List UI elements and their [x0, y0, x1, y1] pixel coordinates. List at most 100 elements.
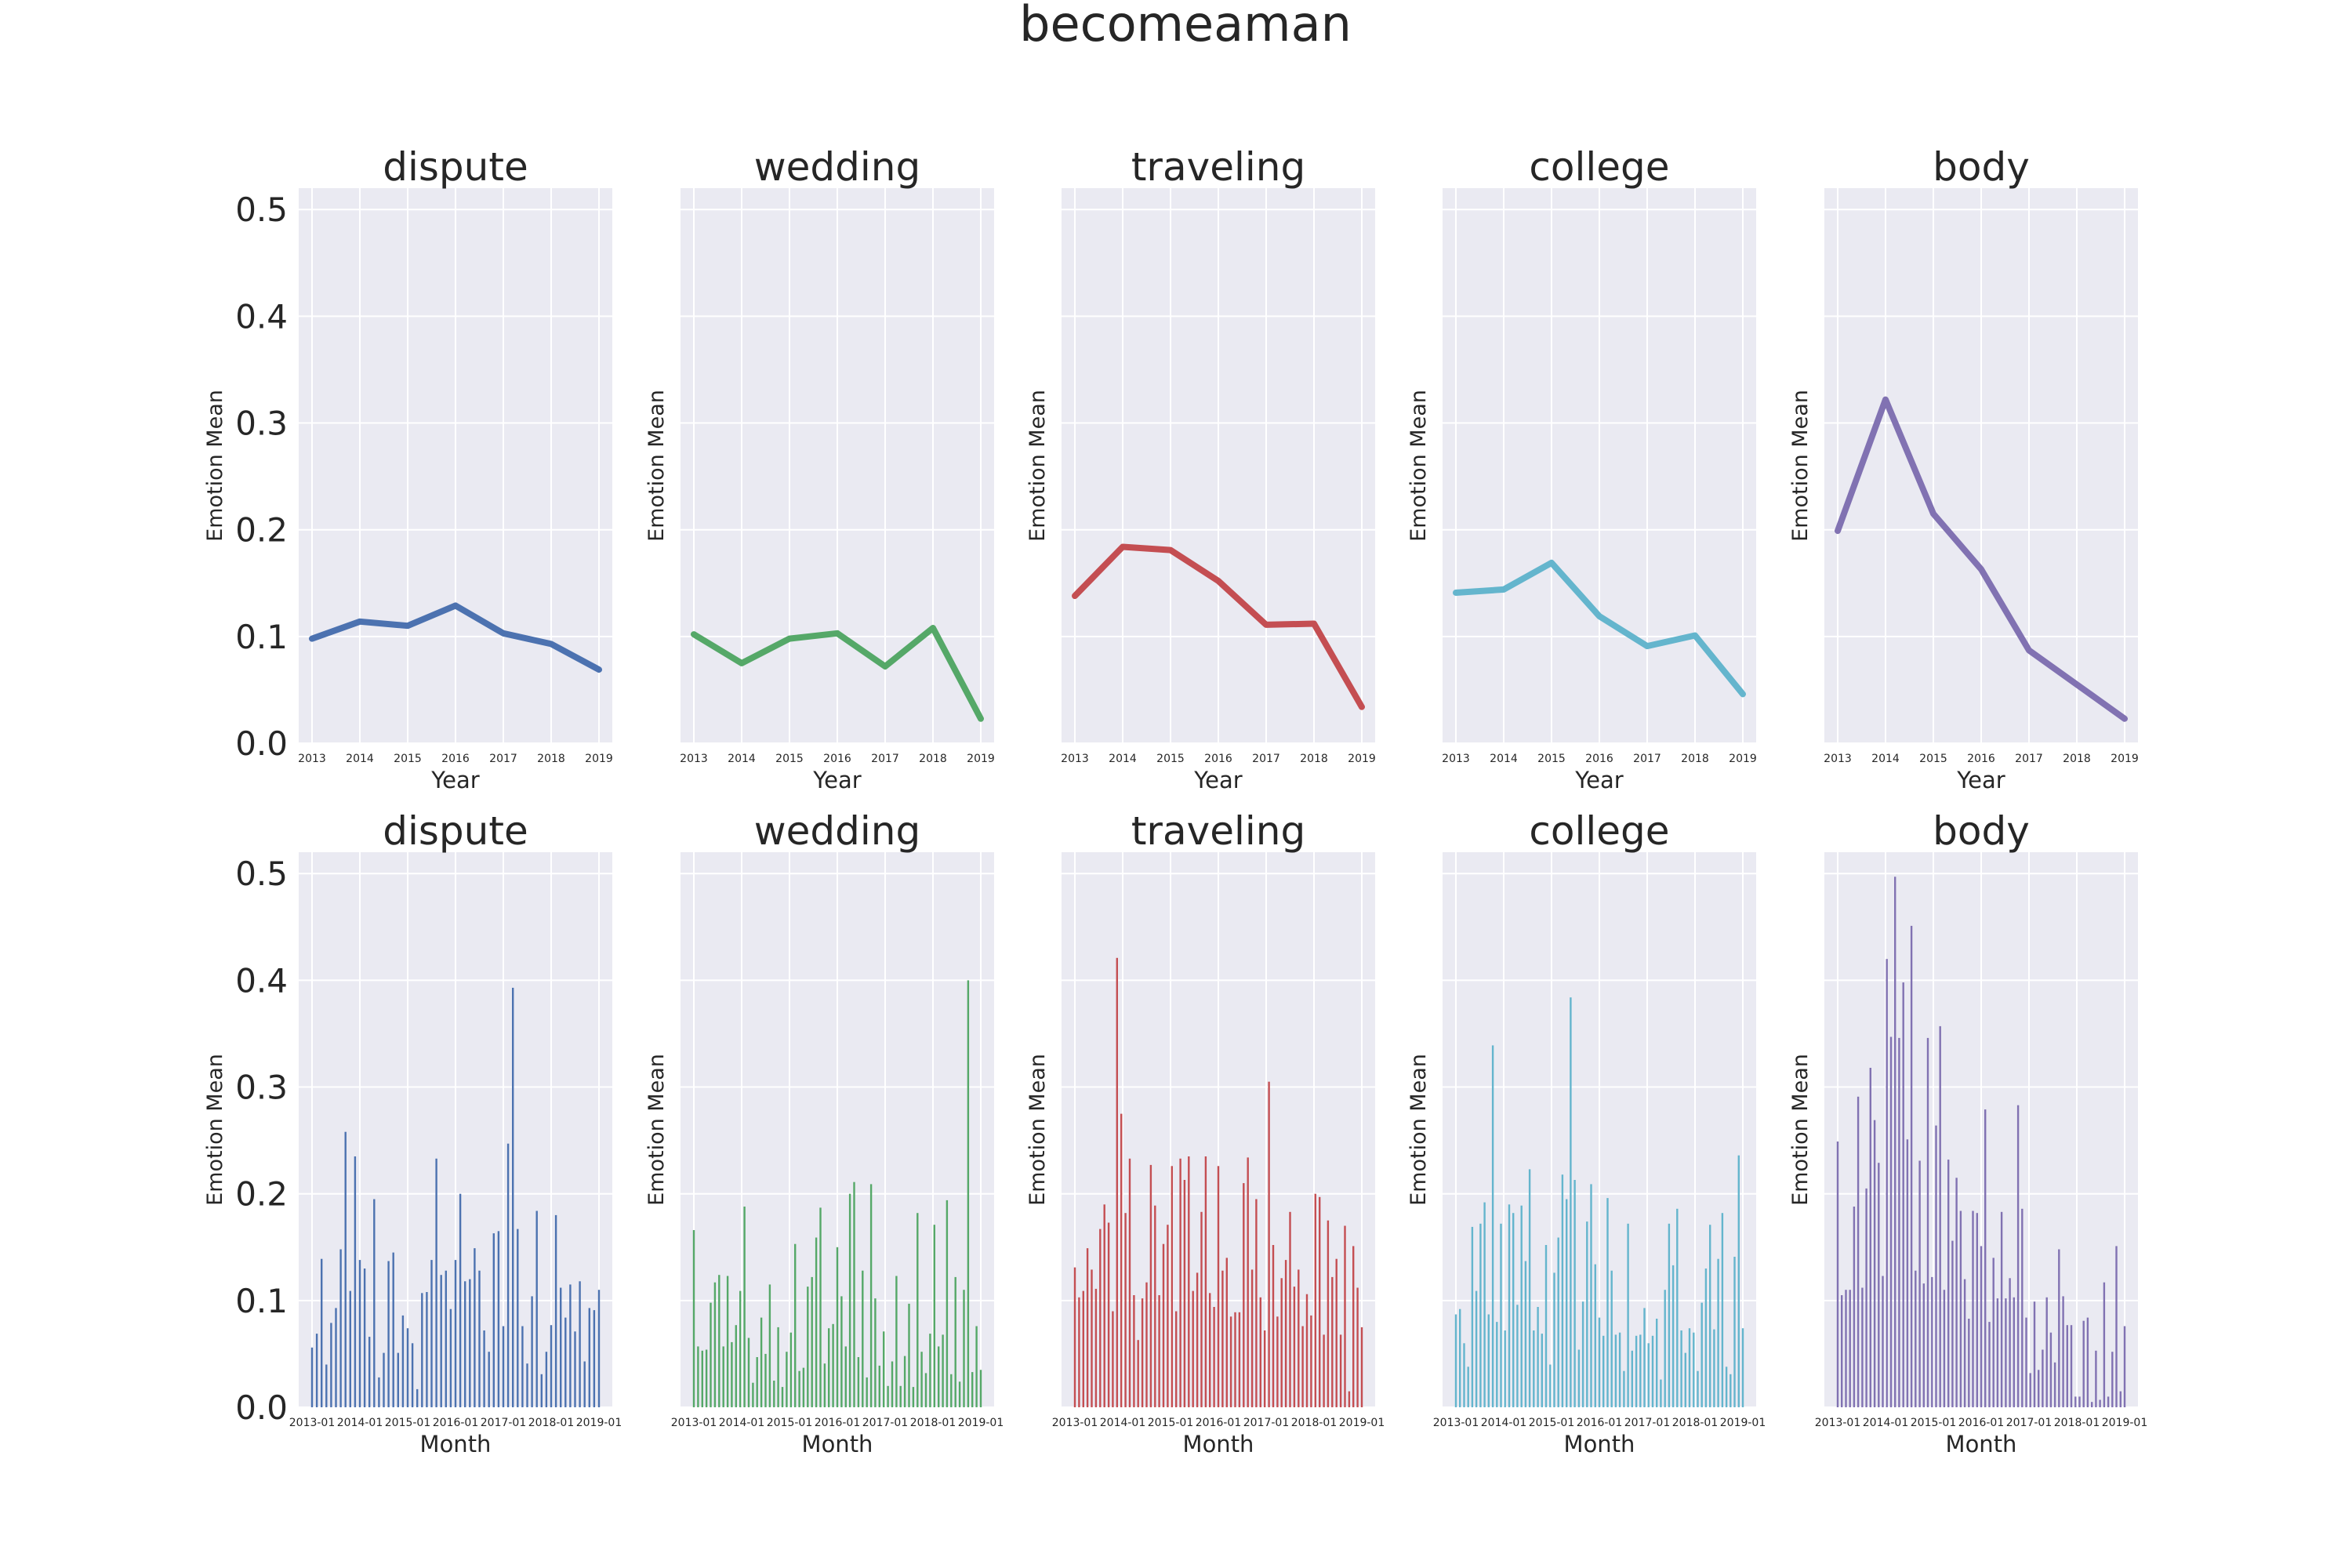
bar: [502, 1326, 505, 1407]
bar: [1188, 1156, 1190, 1407]
bar: [2107, 1396, 2110, 1407]
bar: [2042, 1349, 2044, 1407]
bar: [1717, 1258, 1719, 1407]
bar: [1078, 1297, 1080, 1407]
bar: [1627, 1223, 1629, 1407]
bar: [560, 1287, 562, 1407]
bar: [416, 1388, 419, 1407]
bar: [1255, 1199, 1258, 1407]
bar: [1725, 1367, 1728, 1407]
bar: [1167, 1225, 1169, 1407]
y-axis-label: Emotion Mean: [1788, 390, 1813, 542]
x-tick-label: 2015: [1919, 753, 1947, 765]
panel-monthly-body: body Emotion Mean Month 2013-01 2014-01 2015-…: [1788, 808, 2147, 1457]
bar: [325, 1364, 328, 1407]
bar: [1305, 1294, 1308, 1407]
bar: [1454, 1314, 1457, 1407]
bar: [768, 1284, 771, 1407]
bar: [483, 1330, 485, 1407]
panel-monthly-dispute: 0.0 0.1 0.2 0.3 0.4 0.5 dispute Emotion Mean Mon…: [203, 808, 622, 1457]
bar: [979, 1370, 982, 1407]
bar: [1943, 1290, 1946, 1407]
bar: [878, 1365, 880, 1407]
bar: [823, 1363, 826, 1407]
bar: [321, 1258, 323, 1407]
panel-title: college: [1529, 144, 1669, 190]
bar: [1610, 1270, 1613, 1407]
bar: [392, 1252, 394, 1407]
bar: [1209, 1293, 1211, 1407]
bar: [1213, 1307, 1215, 1407]
bar: [713, 1282, 717, 1407]
bar: [1508, 1204, 1511, 1407]
bar: [1614, 1334, 1617, 1407]
bar: [1972, 1210, 1974, 1407]
bar: [1951, 1240, 1954, 1407]
x-tick-label: 2017: [1633, 753, 1661, 765]
bar: [2066, 1325, 2068, 1407]
bar: [1926, 1037, 1929, 1407]
x-tick-label: 2016-01: [1958, 1417, 2005, 1429]
bar: [330, 1323, 332, 1407]
bar: [1671, 1265, 1675, 1407]
bar: [722, 1346, 724, 1407]
x-tick-label: 2017-01: [2006, 1417, 2053, 1429]
bar: [1463, 1343, 1465, 1407]
y-tick-label: 0.3: [235, 405, 288, 443]
bar: [2091, 1402, 2093, 1407]
panel-title: college: [1529, 808, 1669, 854]
bar: [1091, 1269, 1093, 1407]
x-tick-label: 2018: [537, 753, 565, 765]
bar: [1618, 1332, 1621, 1407]
y-tick-label: 0.3: [235, 1069, 288, 1107]
bar: [862, 1270, 864, 1407]
x-tick-label: 2014-01: [1481, 1417, 1527, 1429]
bar: [975, 1326, 978, 1407]
bar: [1836, 1142, 1839, 1407]
bar: [1713, 1329, 1715, 1407]
bar: [1280, 1278, 1283, 1407]
y-axis-label: Emotion Mean: [203, 1054, 227, 1206]
bar: [883, 1331, 885, 1407]
bar: [1301, 1326, 1304, 1407]
bar: [440, 1275, 442, 1407]
y-axis-label: Emotion Mean: [1406, 390, 1431, 542]
bar: [454, 1260, 457, 1407]
bar: [1700, 1302, 1703, 1407]
bar: [1553, 1272, 1555, 1407]
bar: [819, 1207, 822, 1407]
bar: [1623, 1370, 1625, 1407]
bar: [1520, 1205, 1523, 1407]
bar: [2021, 1208, 2024, 1407]
x-tick-label: 2015-01: [1911, 1417, 1957, 1429]
x-tick-label: 2016: [1204, 753, 1232, 765]
y-tick-label: 0.1: [235, 1282, 288, 1320]
x-tick-label: 2014-01: [1863, 1417, 1909, 1429]
bar: [1107, 1222, 1110, 1407]
bar: [2078, 1396, 2081, 1407]
x-tick-label: 2013-01: [671, 1417, 717, 1429]
bar: [1849, 1290, 1851, 1407]
bar: [1590, 1184, 1592, 1407]
bar: [545, 1352, 548, 1407]
bar: [1931, 1276, 1933, 1407]
x-tick-label: 2016-01: [433, 1417, 479, 1429]
bar: [773, 1381, 775, 1407]
bar: [492, 1233, 495, 1407]
bar: [310, 1347, 314, 1407]
bar: [1483, 1202, 1486, 1407]
x-tick-label: 2018-01: [2054, 1417, 2100, 1429]
bar: [2053, 1362, 2056, 1407]
bar: [1116, 957, 1118, 1407]
bar: [1631, 1350, 1633, 1407]
bar: [1238, 1312, 1241, 1407]
bar: [1898, 1037, 1900, 1407]
bar: [1996, 1298, 1999, 1407]
bar: [1845, 1290, 1847, 1407]
bar: [588, 1308, 590, 1407]
bar: [1335, 1258, 1338, 1407]
bar: [579, 1281, 581, 1407]
bar: [1918, 1160, 1921, 1407]
bar: [1086, 1248, 1089, 1407]
series-line: [1453, 559, 1746, 698]
